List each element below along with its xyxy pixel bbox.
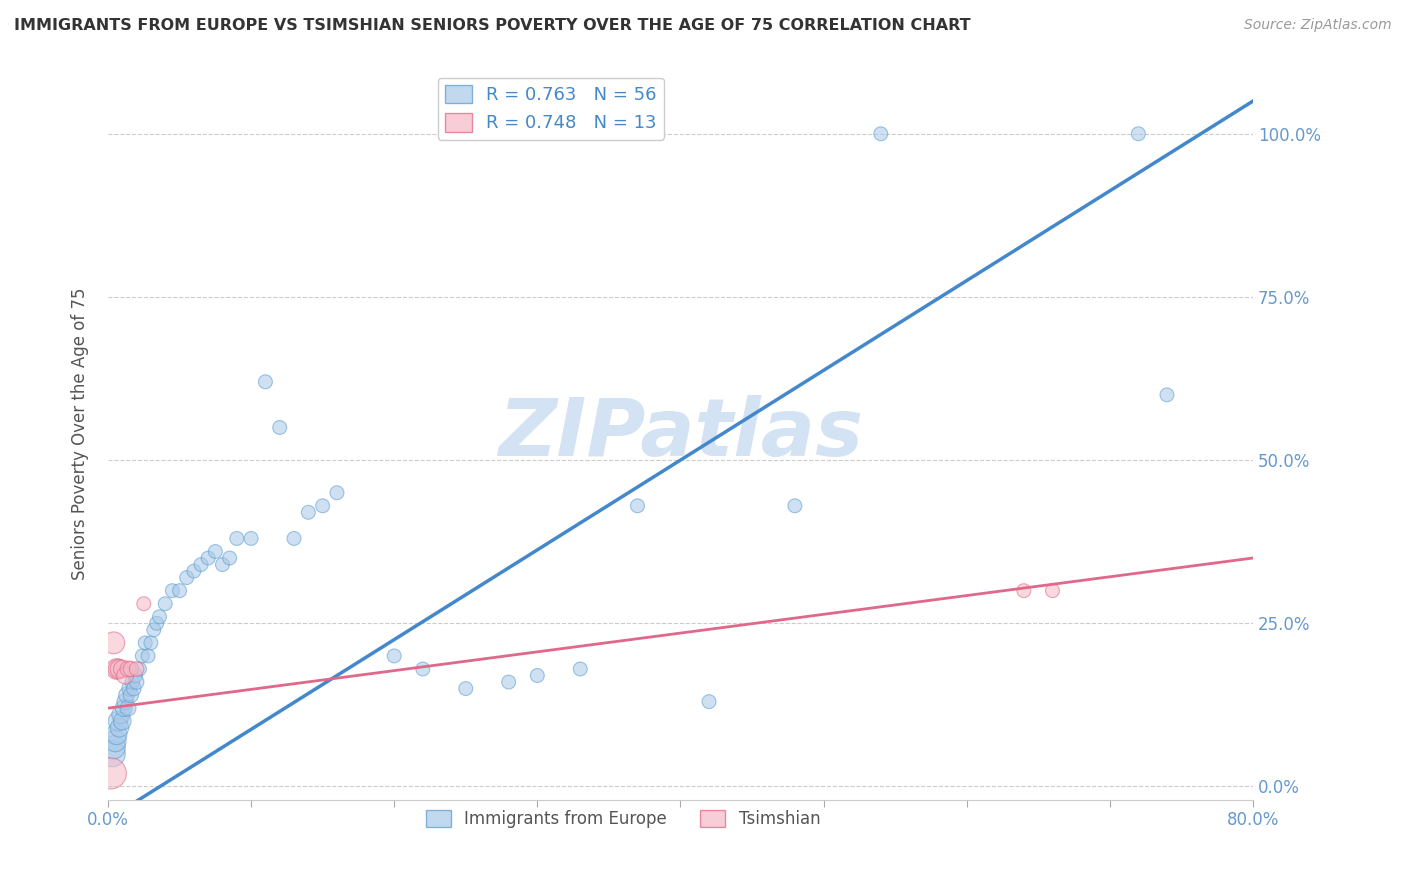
Point xyxy=(111,714,134,729)
Point xyxy=(1012,583,1035,598)
Point xyxy=(569,662,592,676)
Point xyxy=(132,597,155,611)
Point xyxy=(162,583,184,598)
Point xyxy=(125,675,148,690)
Point xyxy=(114,695,136,709)
Point xyxy=(110,707,132,722)
Point xyxy=(105,727,128,741)
Point xyxy=(103,636,125,650)
Point xyxy=(498,675,520,690)
Point xyxy=(108,662,131,676)
Point xyxy=(105,662,128,676)
Point xyxy=(412,662,434,676)
Point xyxy=(121,675,143,690)
Point xyxy=(283,532,305,546)
Point xyxy=(125,662,148,676)
Point xyxy=(225,532,247,546)
Point xyxy=(204,544,226,558)
Point xyxy=(131,648,153,663)
Point xyxy=(626,499,648,513)
Point xyxy=(454,681,477,696)
Point xyxy=(104,733,127,747)
Point xyxy=(108,721,131,735)
Point xyxy=(269,420,291,434)
Text: IMMIGRANTS FROM EUROPE VS TSIMSHIAN SENIORS POVERTY OVER THE AGE OF 75 CORRELATI: IMMIGRANTS FROM EUROPE VS TSIMSHIAN SENI… xyxy=(14,18,970,33)
Point xyxy=(783,499,806,513)
Point xyxy=(120,688,142,702)
Point xyxy=(100,766,122,780)
Text: Source: ZipAtlas.com: Source: ZipAtlas.com xyxy=(1244,18,1392,32)
Point xyxy=(101,747,124,761)
Point xyxy=(176,571,198,585)
Point xyxy=(145,616,167,631)
Point xyxy=(112,701,135,715)
Point xyxy=(197,551,219,566)
Point xyxy=(118,681,141,696)
Point xyxy=(697,695,720,709)
Point xyxy=(111,662,134,676)
Point xyxy=(117,701,139,715)
Point xyxy=(183,564,205,578)
Point xyxy=(1156,388,1178,402)
Point xyxy=(115,688,138,702)
Point xyxy=(107,714,129,729)
Point xyxy=(326,485,349,500)
Point xyxy=(1042,583,1064,598)
Point xyxy=(128,662,150,676)
Point xyxy=(155,597,177,611)
Point xyxy=(142,623,165,637)
Point xyxy=(869,127,891,141)
Point xyxy=(120,662,142,676)
Point xyxy=(311,499,333,513)
Point xyxy=(122,681,145,696)
Point xyxy=(169,583,191,598)
Point xyxy=(114,668,136,682)
Point xyxy=(117,662,139,676)
Y-axis label: Seniors Poverty Over the Age of 75: Seniors Poverty Over the Age of 75 xyxy=(72,288,89,581)
Legend: Immigrants from Europe, Tsimshian: Immigrants from Europe, Tsimshian xyxy=(419,804,827,835)
Point xyxy=(297,505,319,519)
Point xyxy=(103,740,125,755)
Point xyxy=(382,648,405,663)
Point xyxy=(211,558,233,572)
Point xyxy=(136,648,159,663)
Point xyxy=(148,609,170,624)
Point xyxy=(254,375,277,389)
Point xyxy=(134,636,156,650)
Point xyxy=(526,668,548,682)
Point xyxy=(240,532,263,546)
Point xyxy=(190,558,212,572)
Point xyxy=(124,668,146,682)
Text: ZIPatlas: ZIPatlas xyxy=(498,395,863,473)
Point xyxy=(139,636,162,650)
Point xyxy=(218,551,240,566)
Point xyxy=(107,662,129,676)
Point xyxy=(1128,127,1150,141)
